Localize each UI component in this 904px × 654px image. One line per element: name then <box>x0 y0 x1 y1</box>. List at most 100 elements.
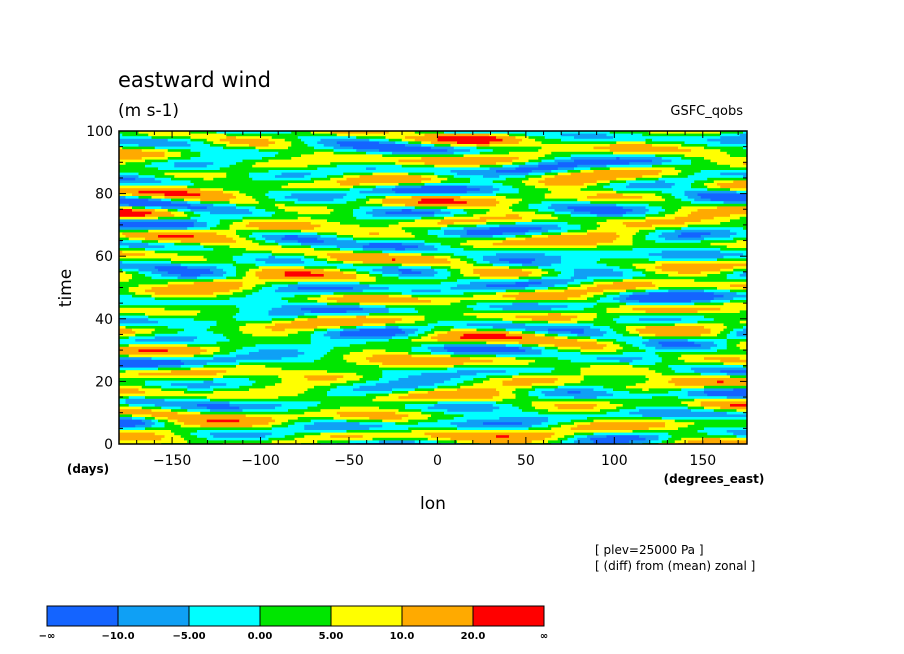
heatmap-cell <box>619 292 634 296</box>
heatmap-cell <box>492 185 513 189</box>
heatmap-cell <box>245 274 257 278</box>
heatmap-cell <box>453 417 500 421</box>
heatmap-cell <box>574 432 595 436</box>
heatmap-cell <box>405 203 497 207</box>
heatmap-cell <box>346 419 383 423</box>
heatmap-cell <box>119 154 166 158</box>
heatmap-cell <box>522 198 578 202</box>
heatmap-cell <box>314 227 403 231</box>
heatmap-cell <box>271 284 289 288</box>
heatmap-cell <box>596 222 624 226</box>
heatmap-cell <box>590 201 692 205</box>
heatmap-cell <box>138 268 159 272</box>
heatmap-cell <box>356 372 383 376</box>
heatmap-cell <box>336 133 426 137</box>
heatmap-cell <box>177 411 201 415</box>
heatmap-cell <box>730 331 738 335</box>
heatmap-cell <box>567 336 591 340</box>
heatmap-cell <box>642 388 650 392</box>
heatmap-cell <box>522 344 539 348</box>
heatmap-cell <box>489 141 520 145</box>
heatmap-cell <box>694 398 747 402</box>
heatmap-cell <box>557 333 578 337</box>
heatmap-cell <box>583 328 601 332</box>
heatmap-cell <box>645 310 699 314</box>
heatmap-cell <box>405 406 429 410</box>
heatmap-cell <box>489 227 543 231</box>
heatmap-cell <box>684 190 738 194</box>
heatmap-cell <box>525 328 549 332</box>
heatmap-cell <box>119 242 149 246</box>
heatmap-cell <box>515 136 530 140</box>
heatmap-cell <box>187 214 201 218</box>
heatmap-cell <box>388 310 419 314</box>
heatmap-cell <box>733 432 747 436</box>
heatmap-cell <box>174 422 185 426</box>
heatmap-cell <box>707 393 747 397</box>
heatmap-cell <box>613 328 627 332</box>
heatmap-cell <box>223 188 351 192</box>
heatmap-cell <box>385 136 406 140</box>
heatmap-cell <box>242 289 260 293</box>
heatmap-cell <box>154 146 224 150</box>
heatmap-cell <box>411 346 429 350</box>
heatmap-cell <box>645 138 653 142</box>
heatmap-cell <box>164 307 240 311</box>
heatmap-cell <box>739 274 747 278</box>
heatmap-cell <box>164 398 211 402</box>
heatmap-cell <box>557 437 569 441</box>
heatmap-cell <box>385 305 468 309</box>
heatmap-cell <box>541 146 595 150</box>
heatmap-cell <box>239 362 357 366</box>
heatmap-cell <box>252 383 276 387</box>
heatmap-cell <box>704 326 728 330</box>
heatmap-cell <box>450 261 468 265</box>
heatmap-cell <box>603 185 627 189</box>
heatmap-cell <box>369 232 380 236</box>
heatmap-cell <box>119 333 136 337</box>
heatmap-cell <box>206 406 240 410</box>
heatmap-cell <box>437 138 504 142</box>
heatmap-cell <box>236 232 253 236</box>
heatmap-cell <box>206 138 221 142</box>
heatmap-cell <box>509 266 539 270</box>
heatmap-cell <box>619 157 663 161</box>
heatmap-cell <box>450 354 497 358</box>
heatmap-cell <box>554 209 575 213</box>
heatmap-cell <box>577 315 598 319</box>
heatmap-cell <box>466 419 549 423</box>
heatmap-cell <box>499 188 520 192</box>
heatmap-cell <box>437 401 497 405</box>
colorbar-swatch <box>401 605 474 627</box>
heatmap-cell <box>119 357 153 361</box>
heatmap-cell <box>362 375 383 379</box>
heatmap-cell <box>661 263 747 267</box>
heatmap-cell <box>138 172 166 176</box>
heatmap-cell <box>343 271 357 275</box>
heatmap-cell <box>177 276 198 280</box>
heatmap-cell <box>440 209 465 213</box>
heatmap-cell <box>509 133 526 137</box>
heatmap-cell <box>119 190 140 194</box>
heatmap-cell <box>431 141 458 145</box>
heatmap-cell <box>242 281 266 285</box>
heatmap-cell <box>522 422 543 426</box>
heatmap-cell <box>476 144 491 148</box>
heatmap-cell <box>626 302 695 306</box>
heatmap-cell <box>587 297 601 301</box>
heatmap-cell <box>648 388 682 392</box>
heatmap-cell <box>720 250 747 254</box>
heatmap-cell <box>622 193 656 197</box>
heatmap-cell <box>700 235 731 239</box>
heatmap-cell <box>619 300 640 304</box>
heatmap-cell <box>476 146 543 150</box>
heatmap-cell <box>522 216 559 220</box>
heatmap-cell <box>281 367 448 371</box>
heatmap-cell <box>720 307 747 311</box>
heatmap-cell <box>645 235 660 239</box>
heatmap-cell <box>119 331 136 335</box>
heatmap-cell <box>538 162 559 166</box>
heatmap-cell <box>278 242 302 246</box>
heatmap-cell <box>310 336 331 340</box>
heatmap-cell <box>502 318 533 322</box>
